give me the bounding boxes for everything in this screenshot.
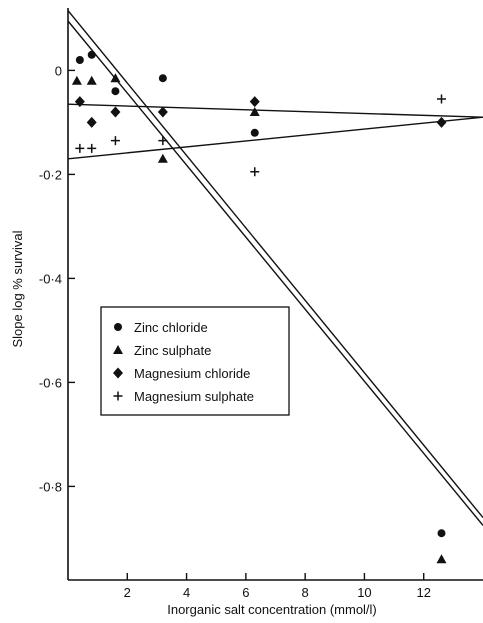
zinc-sulphate-point [86,75,97,85]
fit-line-1 [67,20,483,526]
tick-marks [68,69,425,580]
fit-lines [67,10,483,526]
magnesium-chloride-point [110,106,121,118]
magnesium-chloride-point [249,96,260,108]
zinc-sulphate-point [249,107,260,116]
magnesium-chloride-point [86,116,97,128]
magnesium-chloride-point [157,106,168,118]
zinc-sulphate-point [110,73,121,83]
legend-box [100,306,290,416]
y-tick-label: -0·4 [39,271,62,286]
magnesium-sulphate-point [437,94,446,104]
zinc-chloride-point [111,87,120,96]
legend-label-magnesium-sulphate: Magnesium sulphate [134,389,254,404]
axes [67,8,483,581]
data-points [71,50,447,564]
zinc-sulphate-point [71,75,82,85]
zinc-chloride-point [158,74,167,83]
zinc-sulphate-point [436,554,447,564]
x-tick-label: 2 [124,585,131,600]
legend-label-zinc-chloride: Zinc chloride [134,320,208,335]
legend: Zinc chloride Zinc sulphate Magnesium chlo… [100,306,290,416]
magnesium-chloride-point [436,116,447,128]
magnesium-sulphate-point [158,136,168,146]
x-tick-label: 4 [183,585,190,600]
legend-marker-zinc-chloride [114,323,122,331]
zinc-chloride-point [75,56,84,64]
y-axis-label: Slope log % survival [10,230,25,347]
fit-line-2 [67,10,483,519]
fit-line-3 [67,103,483,118]
magnesium-sulphate-point [110,136,120,146]
y-tick-label: -0·8 [39,479,62,494]
x-tick-label: 12 [416,585,430,600]
x-tick-label: 6 [242,585,249,600]
legend-marker-magnesium-chloride [113,367,123,379]
magnesium-sulphate-point [87,143,97,153]
magnesium-sulphate-point [250,167,260,177]
fit-line-4 [67,116,483,160]
legend-marker-magnesium-sulphate [113,391,123,401]
y-tick-label: -0·6 [39,375,62,390]
legend-label-zinc-sulphate: Zinc sulphate [134,343,211,358]
legend-marker-zinc-sulphate [113,345,123,354]
legend-label-magnesium-chloride: Magnesium chloride [134,366,250,381]
x-tick-label: 10 [357,585,371,600]
x-tick-label: 8 [302,585,309,600]
zinc-chloride-point [250,128,259,137]
magnesium-chloride-point [74,96,85,108]
y-tick-label: 0 [55,63,62,78]
x-axis-label: Inorganic salt concentration (mmol/l) [167,602,377,617]
zinc-sulphate-point [157,153,168,163]
y-tick-label: -0·2 [39,167,62,182]
magnesium-sulphate-point [75,143,85,153]
zinc-chloride-point [87,50,96,59]
zinc-chloride-point [437,529,446,538]
tick-labels: 2 4 6 8 10 12 0 -0·2 -0·4 -0·6 -0·8 [39,63,431,600]
